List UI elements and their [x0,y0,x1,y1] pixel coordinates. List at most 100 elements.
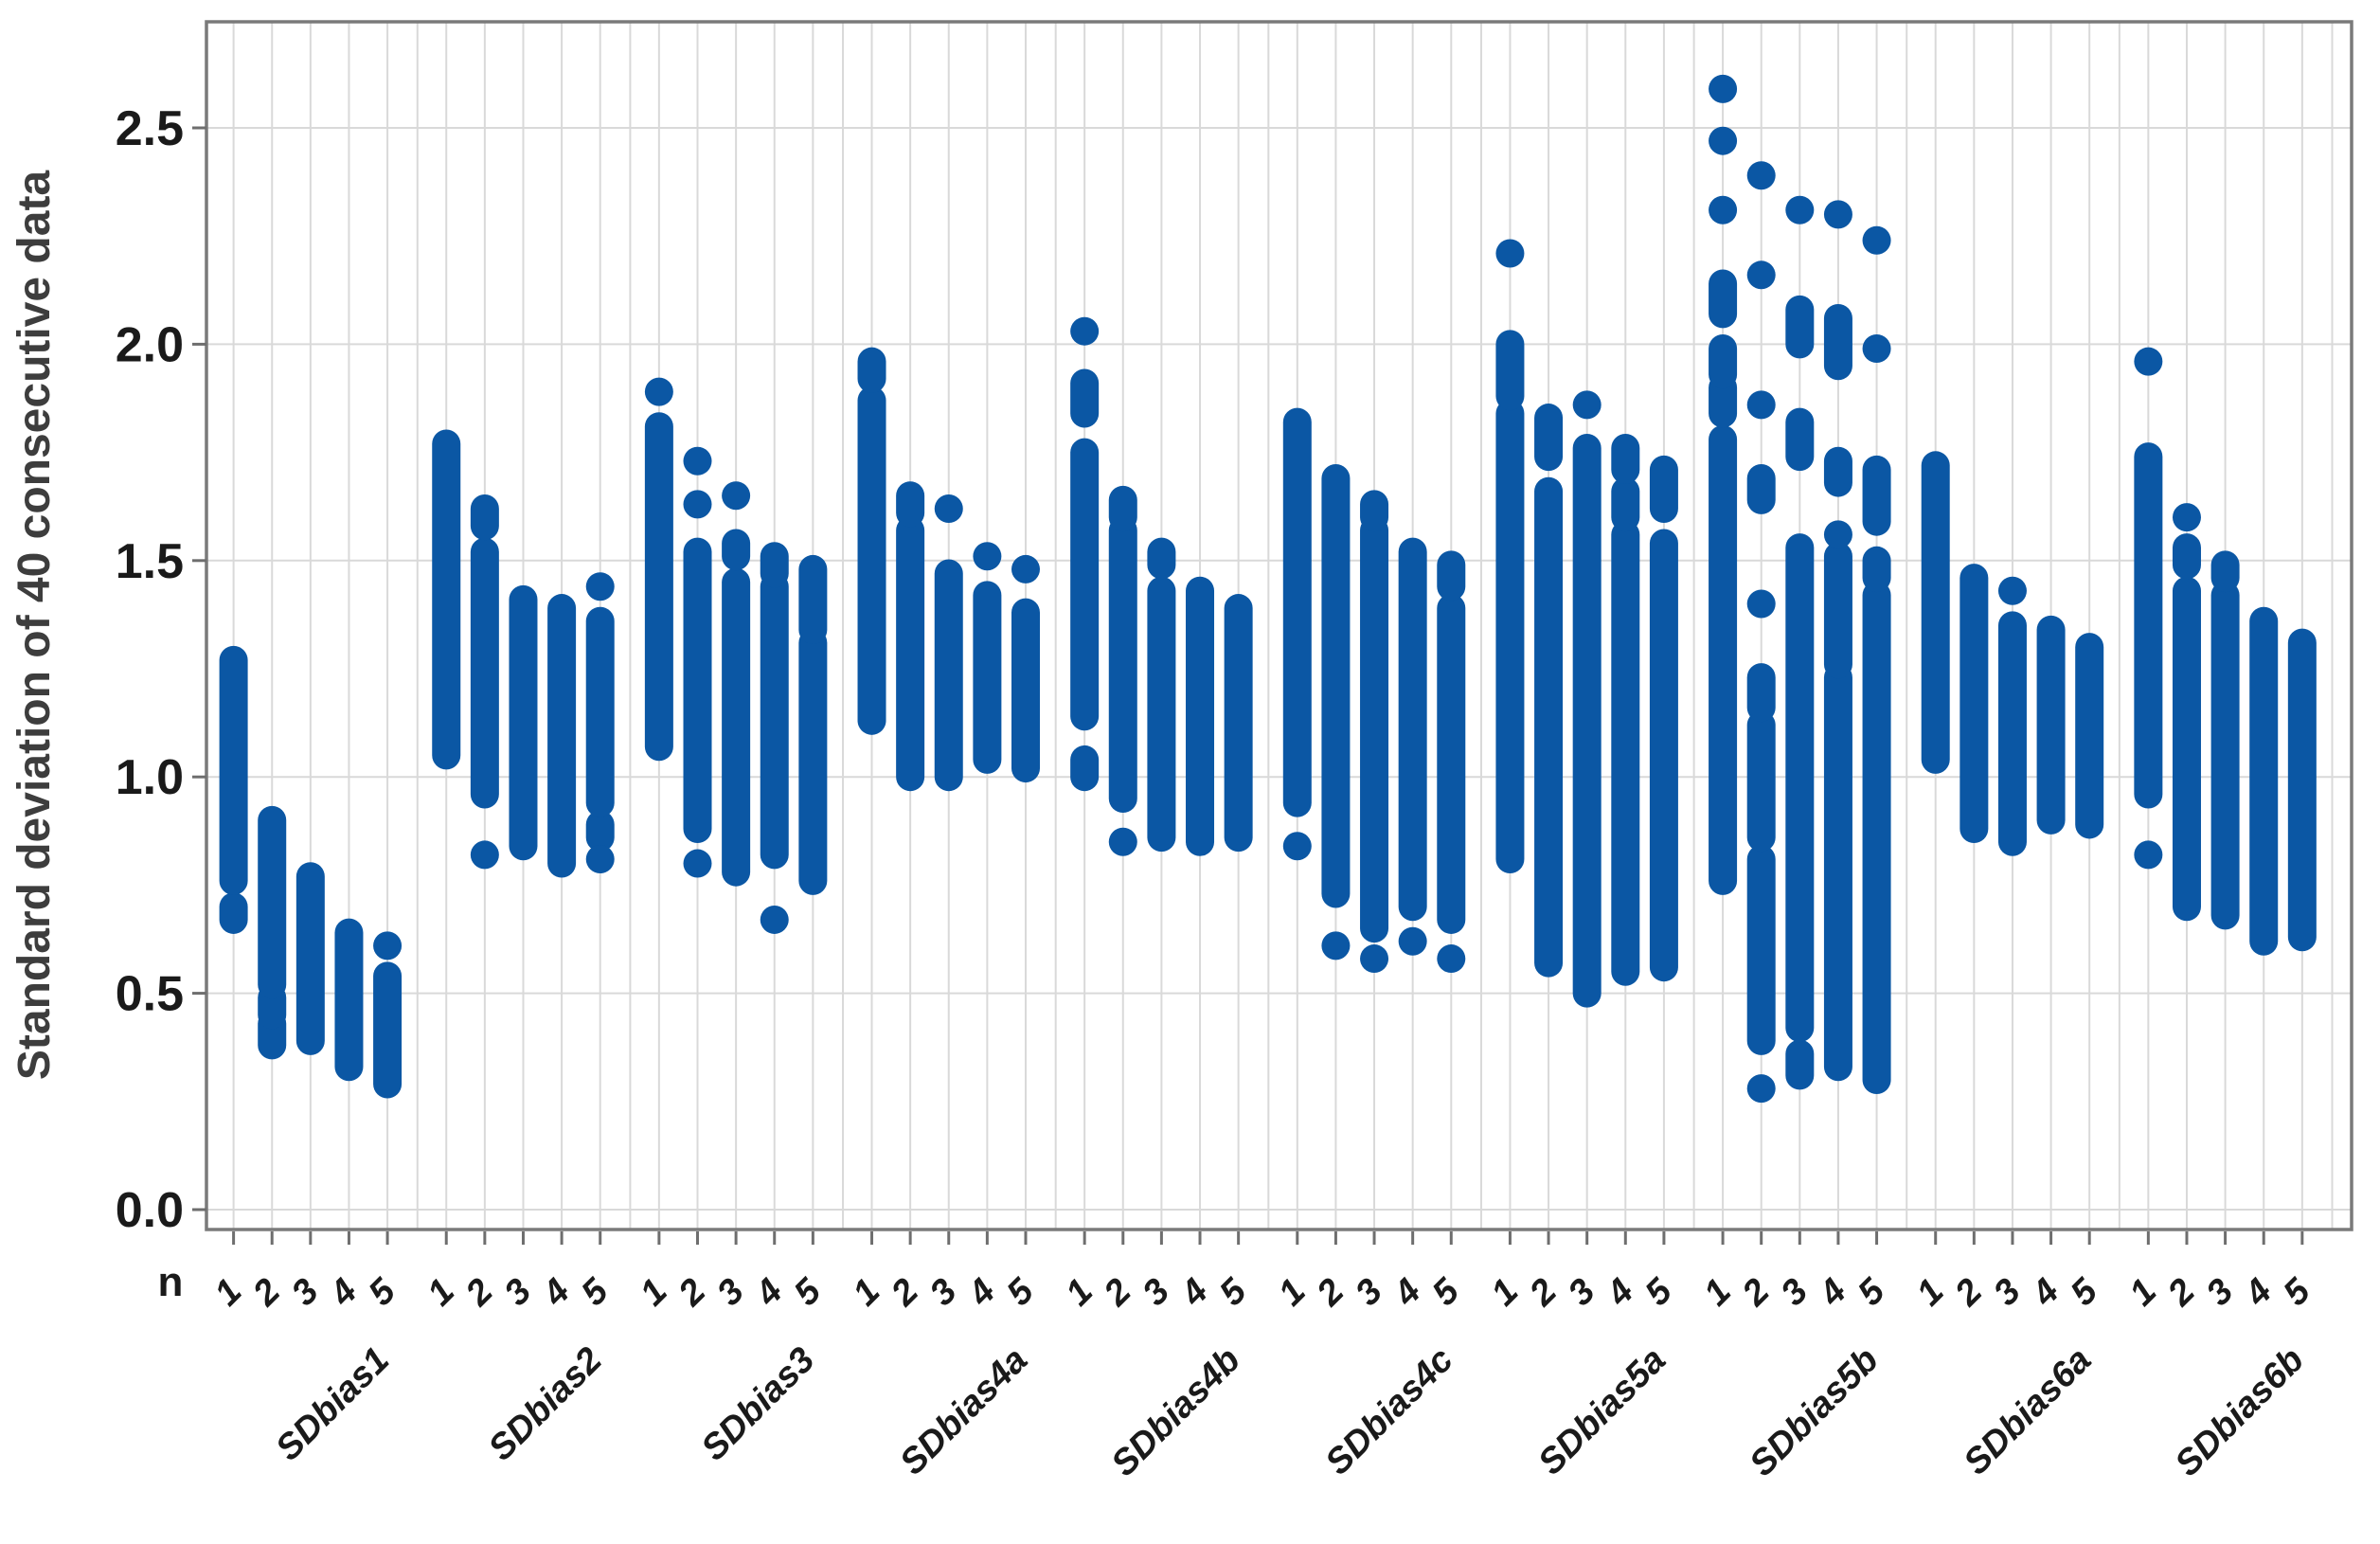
data-column-segment [683,537,712,844]
data-dot [585,572,615,601]
data-column-segment [1282,407,1312,817]
data-dot [1746,390,1776,420]
data-column-segment [1785,533,1815,1043]
data-column-segment [219,892,248,934]
group-label: SDbias4a [892,1340,1035,1483]
data-column-segment [2172,576,2201,922]
data-points-layer [219,74,2317,1104]
n-value-label: 5 [361,1271,403,1314]
plot-border [205,20,2353,1231]
data-column-segment [585,606,615,817]
n-value-label: 2 [671,1271,713,1314]
data-dot [973,542,1002,571]
group-label: SDbias2 [481,1340,610,1469]
data-column-segment [1437,594,1466,934]
data-column-segment [334,918,364,1082]
data-dot [1709,195,1738,224]
data-dot [683,490,712,519]
data-dot [1108,827,1137,856]
data-column-segment [1997,611,2027,856]
n-value-label: 3 [2199,1271,2242,1314]
n-value-label: 1 [1696,1271,1739,1314]
data-dot [1070,316,1100,346]
data-column-segment [1823,663,1852,1082]
n-value-label: 2 [457,1271,500,1314]
n-value-label: 5 [1637,1271,1680,1314]
data-column-segment [1495,330,1525,411]
y-tick-label: 1.0 [116,750,184,805]
n-value-label: 4 [960,1271,1003,1314]
n-value-label: 3 [709,1271,752,1314]
group-label: SDbias4c [1318,1340,1461,1483]
data-column-segment [1398,537,1427,922]
group-label: SDbias4b [1104,1340,1248,1484]
data-column-segment [295,862,325,1055]
data-dot [1823,520,1852,549]
group-label: SDbias5b [1743,1340,1887,1484]
n-value-label: 4 [1599,1271,1641,1314]
data-dot [1862,225,1891,255]
data-column-segment [432,429,461,770]
data-column-segment [857,347,886,393]
data-column-segment [1437,550,1466,601]
n-value-label: 3 [284,1271,327,1314]
data-dot [683,849,712,878]
n-value-label: 4 [322,1271,365,1314]
y-tick-label: 0.0 [116,1183,184,1238]
data-column-segment [1746,710,1776,853]
y-tick-label: 0.5 [116,967,184,1022]
data-dot [585,844,615,873]
n-value-label: 5 [2063,1271,2105,1314]
data-column-segment [1108,515,1137,814]
data-dot [1437,944,1466,974]
n-value-label: 1 [1058,1271,1101,1314]
n-value-label: 5 [1212,1271,1255,1314]
data-dot [1011,554,1040,583]
data-dot [1746,260,1776,290]
data-dot [1709,126,1738,155]
data-column-segment [1224,594,1253,853]
data-dot [1495,239,1525,268]
data-column-segment [373,961,403,1099]
n-value-label: 1 [1909,1271,1952,1314]
data-column-segment [1746,663,1776,723]
data-column-segment [1147,537,1176,580]
data-column-segment [1709,424,1738,895]
data-dot [2172,503,2201,532]
data-column-segment [760,542,789,588]
y-tick-label: 1.5 [116,534,184,589]
data-dot [1572,390,1602,420]
data-column-segment [1572,434,1602,1008]
data-column-segment [1709,269,1738,329]
data-dot [1746,161,1776,190]
data-column-segment [1959,564,1989,844]
data-dot [373,931,403,961]
y-tick-label: 2.5 [116,101,184,156]
data-column-segment [1709,373,1738,428]
group-label: SDbias6b [2168,1340,2312,1484]
data-column-segment [1321,464,1351,908]
data-column-segment [722,567,751,887]
data-column-segment [1360,515,1389,943]
data-column-segment [1785,407,1815,472]
data-dot [1997,576,2027,605]
data-column-segment [1649,529,1678,982]
data-dot [1746,1074,1776,1104]
y-axis-title: Standard deviation of 40 consecutive dat… [9,171,60,1081]
n-value-label: 5 [2276,1271,2318,1314]
data-column-segment [1785,295,1815,359]
data-column-segment [1611,520,1640,986]
data-dot [1823,200,1852,229]
data-column-segment [1823,303,1852,381]
data-dot [1746,589,1776,619]
data-column-segment [1649,455,1678,523]
data-column-segment [973,581,1002,774]
y-tick-label: 2.0 [116,317,184,372]
n-value-label: 3 [922,1271,965,1314]
data-column-segment [1011,598,1040,783]
n-value-label: 3 [1986,1271,2029,1314]
n-value-label: 2 [884,1271,926,1314]
plot-border-layer [205,20,2353,1231]
